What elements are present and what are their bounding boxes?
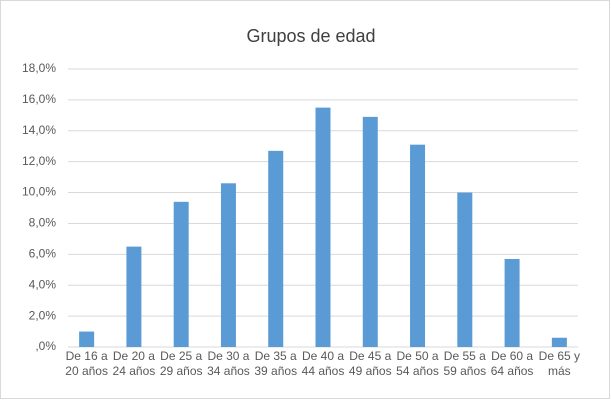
y-tick-label: 10,0% xyxy=(22,185,56,199)
y-tick-label: ,0% xyxy=(35,339,56,353)
y-tick-label: 16,0% xyxy=(22,92,56,106)
bar xyxy=(220,183,236,347)
x-tick-label: De 50 a 54 años xyxy=(396,349,439,378)
y-tick-label: 4,0% xyxy=(29,277,57,291)
bar xyxy=(457,192,473,347)
bar xyxy=(315,107,331,347)
bar xyxy=(268,150,284,347)
x-tick-label: De 16 a 20 años xyxy=(65,349,108,378)
bar xyxy=(173,201,189,347)
x-tick-label: De 40 a 44 años xyxy=(301,349,345,378)
x-tick-label: De 20 a 24 años xyxy=(112,349,156,378)
y-tick-label: 14,0% xyxy=(22,123,56,137)
chart-title: Grupos de edad xyxy=(246,26,375,46)
bar xyxy=(126,246,142,347)
x-tick-label: De 25 a 29 años xyxy=(159,349,203,378)
x-tick-label: De 65 y más xyxy=(538,349,581,378)
x-tick-label: De 30 a 34 años xyxy=(207,349,250,378)
bar xyxy=(504,258,520,347)
bar xyxy=(551,337,567,347)
x-tick-label: De 55 a 59 años xyxy=(443,349,487,378)
y-tick-label: 12,0% xyxy=(22,154,56,168)
x-tick-label: De 35 a 39 años xyxy=(254,349,298,378)
y-tick-label: 2,0% xyxy=(29,308,57,322)
y-tick-label: 6,0% xyxy=(29,247,57,261)
bar xyxy=(410,144,426,347)
x-tick-label: De 60 a 64 años xyxy=(490,349,534,378)
y-tick-label: 18,0% xyxy=(22,61,56,75)
bar xyxy=(79,331,95,347)
bar xyxy=(362,116,378,347)
x-tick-label: De 45 a 49 años xyxy=(348,349,392,378)
y-tick-label: 8,0% xyxy=(29,216,57,230)
